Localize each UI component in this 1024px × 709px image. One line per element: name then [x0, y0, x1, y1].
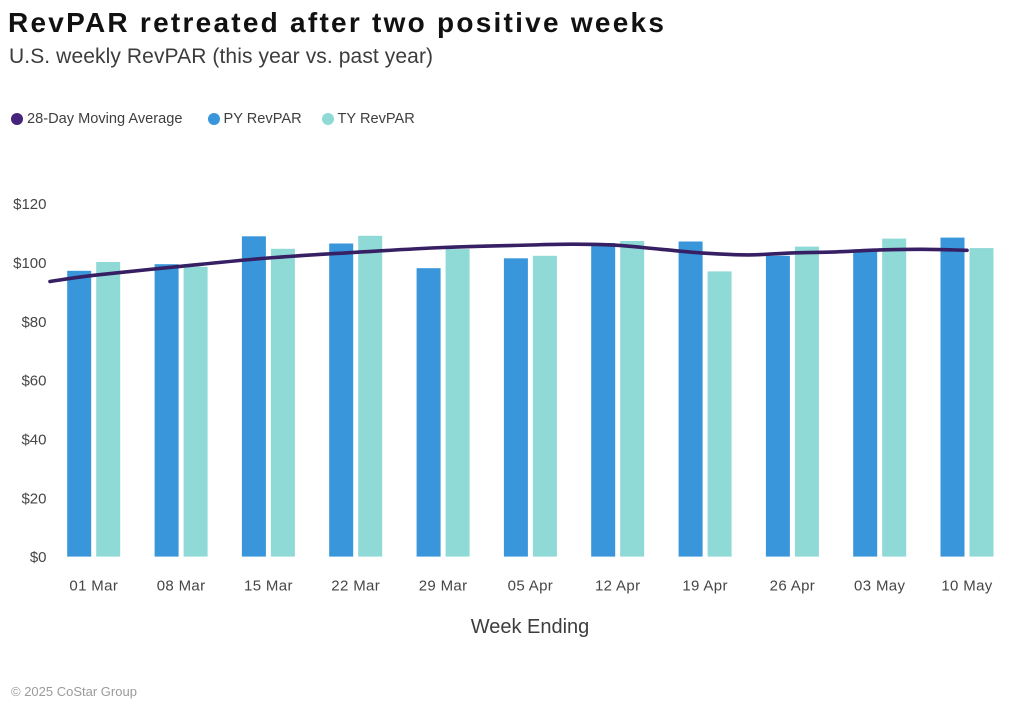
- svg-text:$40: $40: [21, 432, 46, 449]
- svg-text:01 Mar: 01 Mar: [69, 578, 118, 595]
- svg-text:$60: $60: [21, 373, 46, 390]
- svg-text:$100: $100: [13, 255, 46, 272]
- svg-text:19 Apr: 19 Apr: [682, 578, 727, 595]
- svg-text:$20: $20: [21, 490, 46, 507]
- svg-text:08 Mar: 08 Mar: [157, 578, 206, 595]
- svg-text:$80: $80: [21, 314, 46, 331]
- svg-text:03 May: 03 May: [854, 578, 905, 595]
- svg-text:26 Apr: 26 Apr: [770, 578, 815, 595]
- svg-text:22 Mar: 22 Mar: [331, 578, 380, 595]
- svg-text:05 Apr: 05 Apr: [508, 578, 553, 595]
- svg-text:$0: $0: [30, 549, 47, 566]
- svg-text:$120: $120: [13, 196, 46, 213]
- svg-text:29 Mar: 29 Mar: [419, 578, 468, 595]
- svg-text:15 Mar: 15 Mar: [244, 578, 293, 595]
- svg-text:12 Apr: 12 Apr: [595, 578, 640, 595]
- svg-text:10 May: 10 May: [941, 578, 992, 595]
